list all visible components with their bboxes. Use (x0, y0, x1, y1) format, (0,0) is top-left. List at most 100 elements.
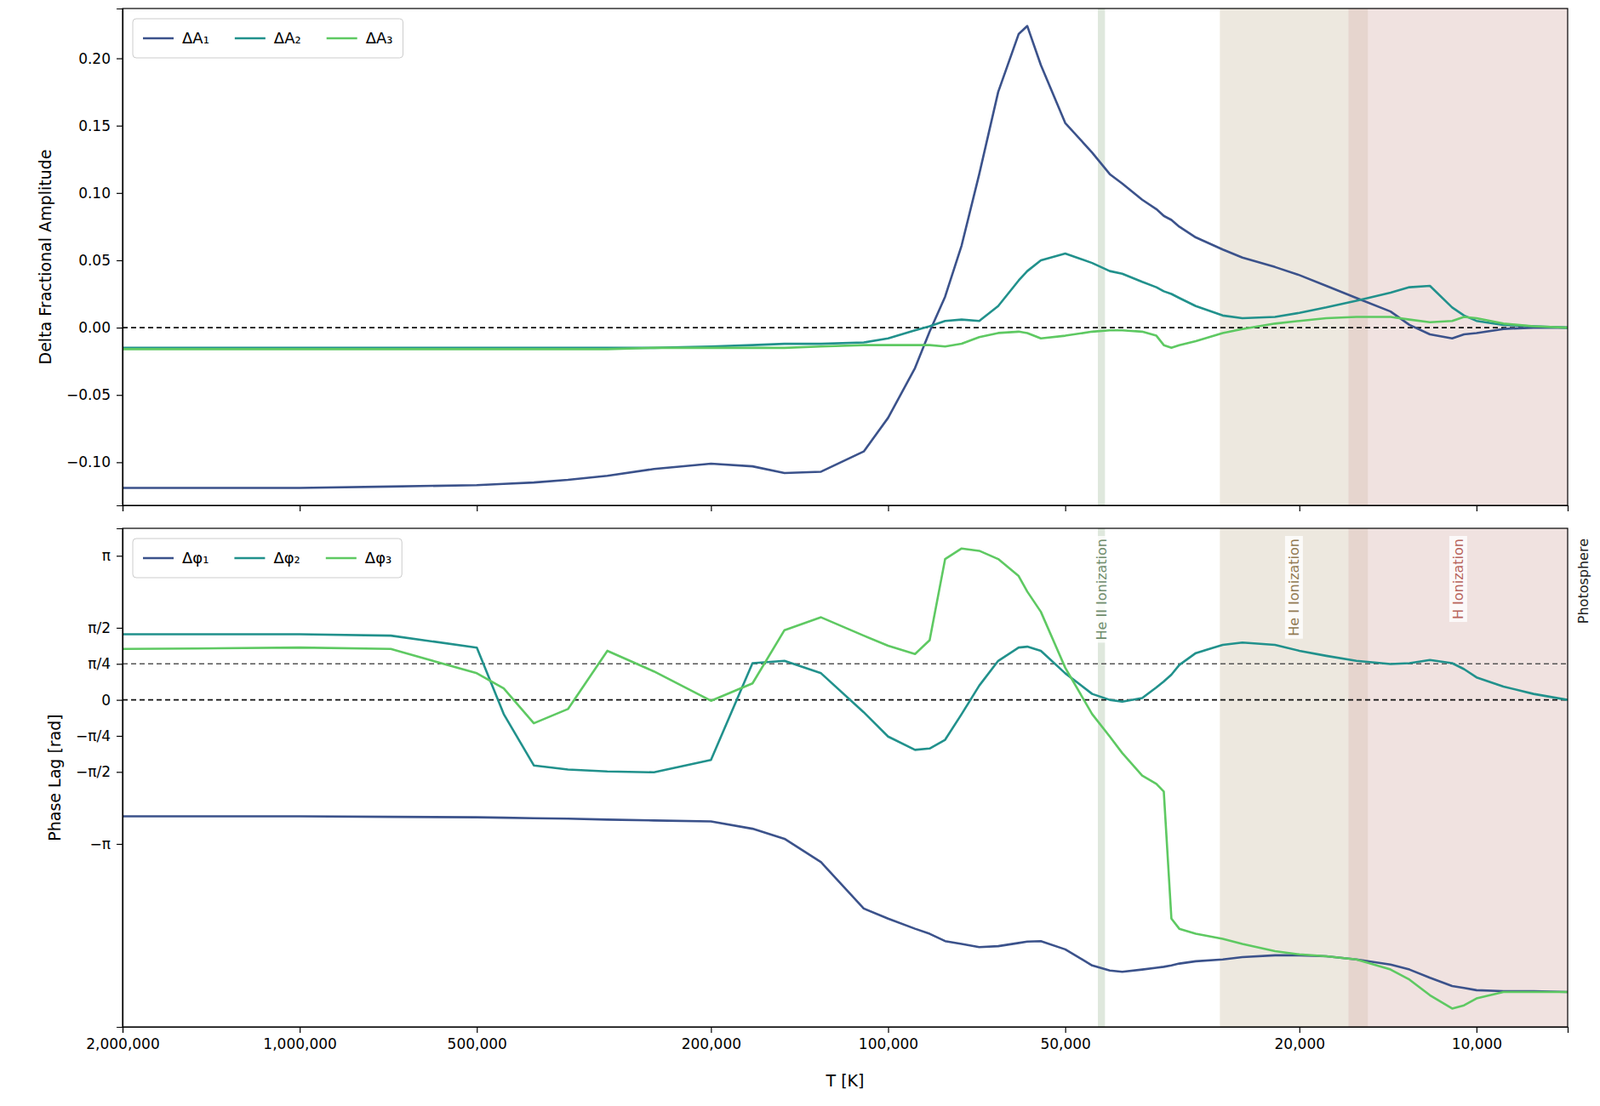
legend-swatch (326, 37, 358, 40)
series-line (122, 316, 1568, 349)
panel: −0.10−0.050.000.050.100.150.20Delta Frac… (35, 8, 1569, 512)
y-tick: −π (90, 835, 123, 853)
legend-box (132, 538, 402, 578)
y-tick-mark (116, 394, 123, 396)
label-background (1449, 536, 1468, 623)
x-tick-label: 1,000,000 (262, 1035, 338, 1053)
x-tick: 50,000 (1040, 1027, 1091, 1053)
region-label: He I Ionization (1285, 538, 1303, 637)
legend-label: ΔA₂ (274, 28, 302, 47)
reference-line (122, 699, 1568, 702)
y-tick-mark (116, 193, 123, 195)
y-tick-mark (116, 663, 123, 665)
x-tick: 10,000 (1451, 1027, 1503, 1053)
x-axis-line (123, 1028, 1569, 1035)
legend: ΔA₁ ΔA₂ ΔA₃ (132, 18, 404, 58)
chart-svg: −0.10−0.050.000.050.100.150.20Delta Frac… (0, 0, 1600, 1106)
y-axis-line (116, 529, 124, 1029)
y-tick: 0.20 (78, 49, 123, 67)
y-tick-label: −π (90, 835, 111, 853)
y-tick: π/4 (87, 655, 123, 673)
x-tick-label: 500,000 (447, 1035, 508, 1053)
y-tick-label: π/4 (87, 655, 111, 673)
x-tick: 20,000 (1274, 1027, 1326, 1053)
y-tick-mark (116, 628, 123, 629)
x-axis (123, 505, 1569, 512)
y-tick-label: 0 (101, 691, 111, 709)
x-tick-label: 50,000 (1040, 1035, 1091, 1053)
legend-label: Δφ₃ (365, 548, 392, 567)
y-tick: π (102, 547, 123, 565)
y-tick-mark (116, 125, 123, 127)
plot-area (122, 8, 1568, 506)
region-band (1348, 8, 1568, 506)
y-axis-title: Delta Fractional Amplitude (35, 149, 55, 366)
region-label: H Ionization (1450, 538, 1467, 620)
y-tick-mark (116, 844, 123, 846)
region-band (1348, 528, 1568, 1028)
x-tick-mark (1065, 505, 1067, 512)
y-tick-mark (116, 555, 123, 557)
x-tick-label: 10,000 (1451, 1035, 1503, 1053)
y-tick: 0.00 (78, 319, 123, 337)
legend: Δφ₁Δφ₂Δφ₃ (132, 538, 402, 578)
y-tick: 0 (101, 691, 123, 709)
legend-swatch (234, 557, 265, 560)
panel: 2,000,0001,000,000500,000200,000100,0005… (45, 528, 1592, 1091)
y-tick-mark (116, 327, 123, 329)
y-tick-mark (116, 700, 123, 702)
region-band (1097, 8, 1105, 506)
label-background (1285, 536, 1303, 640)
x-tick (299, 505, 301, 512)
annotation: Photosphere (1575, 538, 1592, 624)
plot-frame (122, 528, 1568, 1028)
y-tick: 0.10 (78, 184, 123, 202)
y-tick: −π/2 (75, 763, 123, 781)
y-tick-mark (116, 736, 123, 738)
reference-line (122, 662, 1568, 665)
x-tick-mark (299, 1027, 301, 1034)
series-line (122, 817, 1568, 993)
y-tick-label: π/2 (87, 619, 111, 637)
x-tick: 1,000,000 (262, 1027, 338, 1053)
y-tick-mark (116, 771, 123, 773)
x-tick-mark (887, 1027, 889, 1034)
legend-swatch (142, 37, 174, 40)
x-tick (476, 505, 478, 512)
x-tick (1065, 505, 1067, 512)
x-tick-label: 200,000 (681, 1035, 742, 1053)
y-tick-label: 0.00 (78, 319, 111, 337)
y-tick: −0.05 (66, 386, 123, 404)
plot-area (122, 528, 1568, 1028)
y-tick-label: 0.15 (78, 117, 111, 135)
legend-box (132, 18, 404, 58)
x-tick (1299, 505, 1301, 512)
y-tick-label: 0.05 (78, 251, 111, 269)
legend-label: ΔA₃ (365, 28, 394, 47)
legend-label: ΔA₁ (182, 28, 210, 47)
legend-swatch (325, 557, 357, 560)
y-tick-label: π (102, 547, 111, 565)
legend-swatch (234, 37, 266, 40)
chart-root: −0.10−0.050.000.050.100.150.20Delta Frac… (0, 0, 1600, 1106)
y-axis: −0.10−0.050.000.050.100.150.20 (66, 9, 124, 507)
plot-frame (122, 8, 1568, 506)
x-tick-mark (710, 1027, 712, 1034)
series-line (122, 26, 1568, 489)
x-tick-mark (1476, 505, 1478, 512)
y-tick: 0.05 (78, 251, 123, 269)
y-tick: π/2 (87, 619, 123, 637)
x-tick-mark (476, 1027, 478, 1034)
x-tick (710, 505, 712, 512)
y-tick-label: −π/2 (75, 763, 111, 781)
x-tick (1476, 505, 1478, 512)
x-tick-mark (887, 505, 889, 512)
x-tick: 500,000 (447, 1027, 508, 1053)
x-axis-title: T [K] (825, 1071, 865, 1091)
legend-swatch (142, 557, 174, 560)
x-tick: 200,000 (681, 1027, 742, 1053)
y-axis: −π−π/2−π/40π/4π/2π (75, 529, 124, 1029)
x-tick-mark (710, 505, 712, 512)
y-tick-mark (116, 57, 123, 59)
reference-line (122, 326, 1568, 329)
